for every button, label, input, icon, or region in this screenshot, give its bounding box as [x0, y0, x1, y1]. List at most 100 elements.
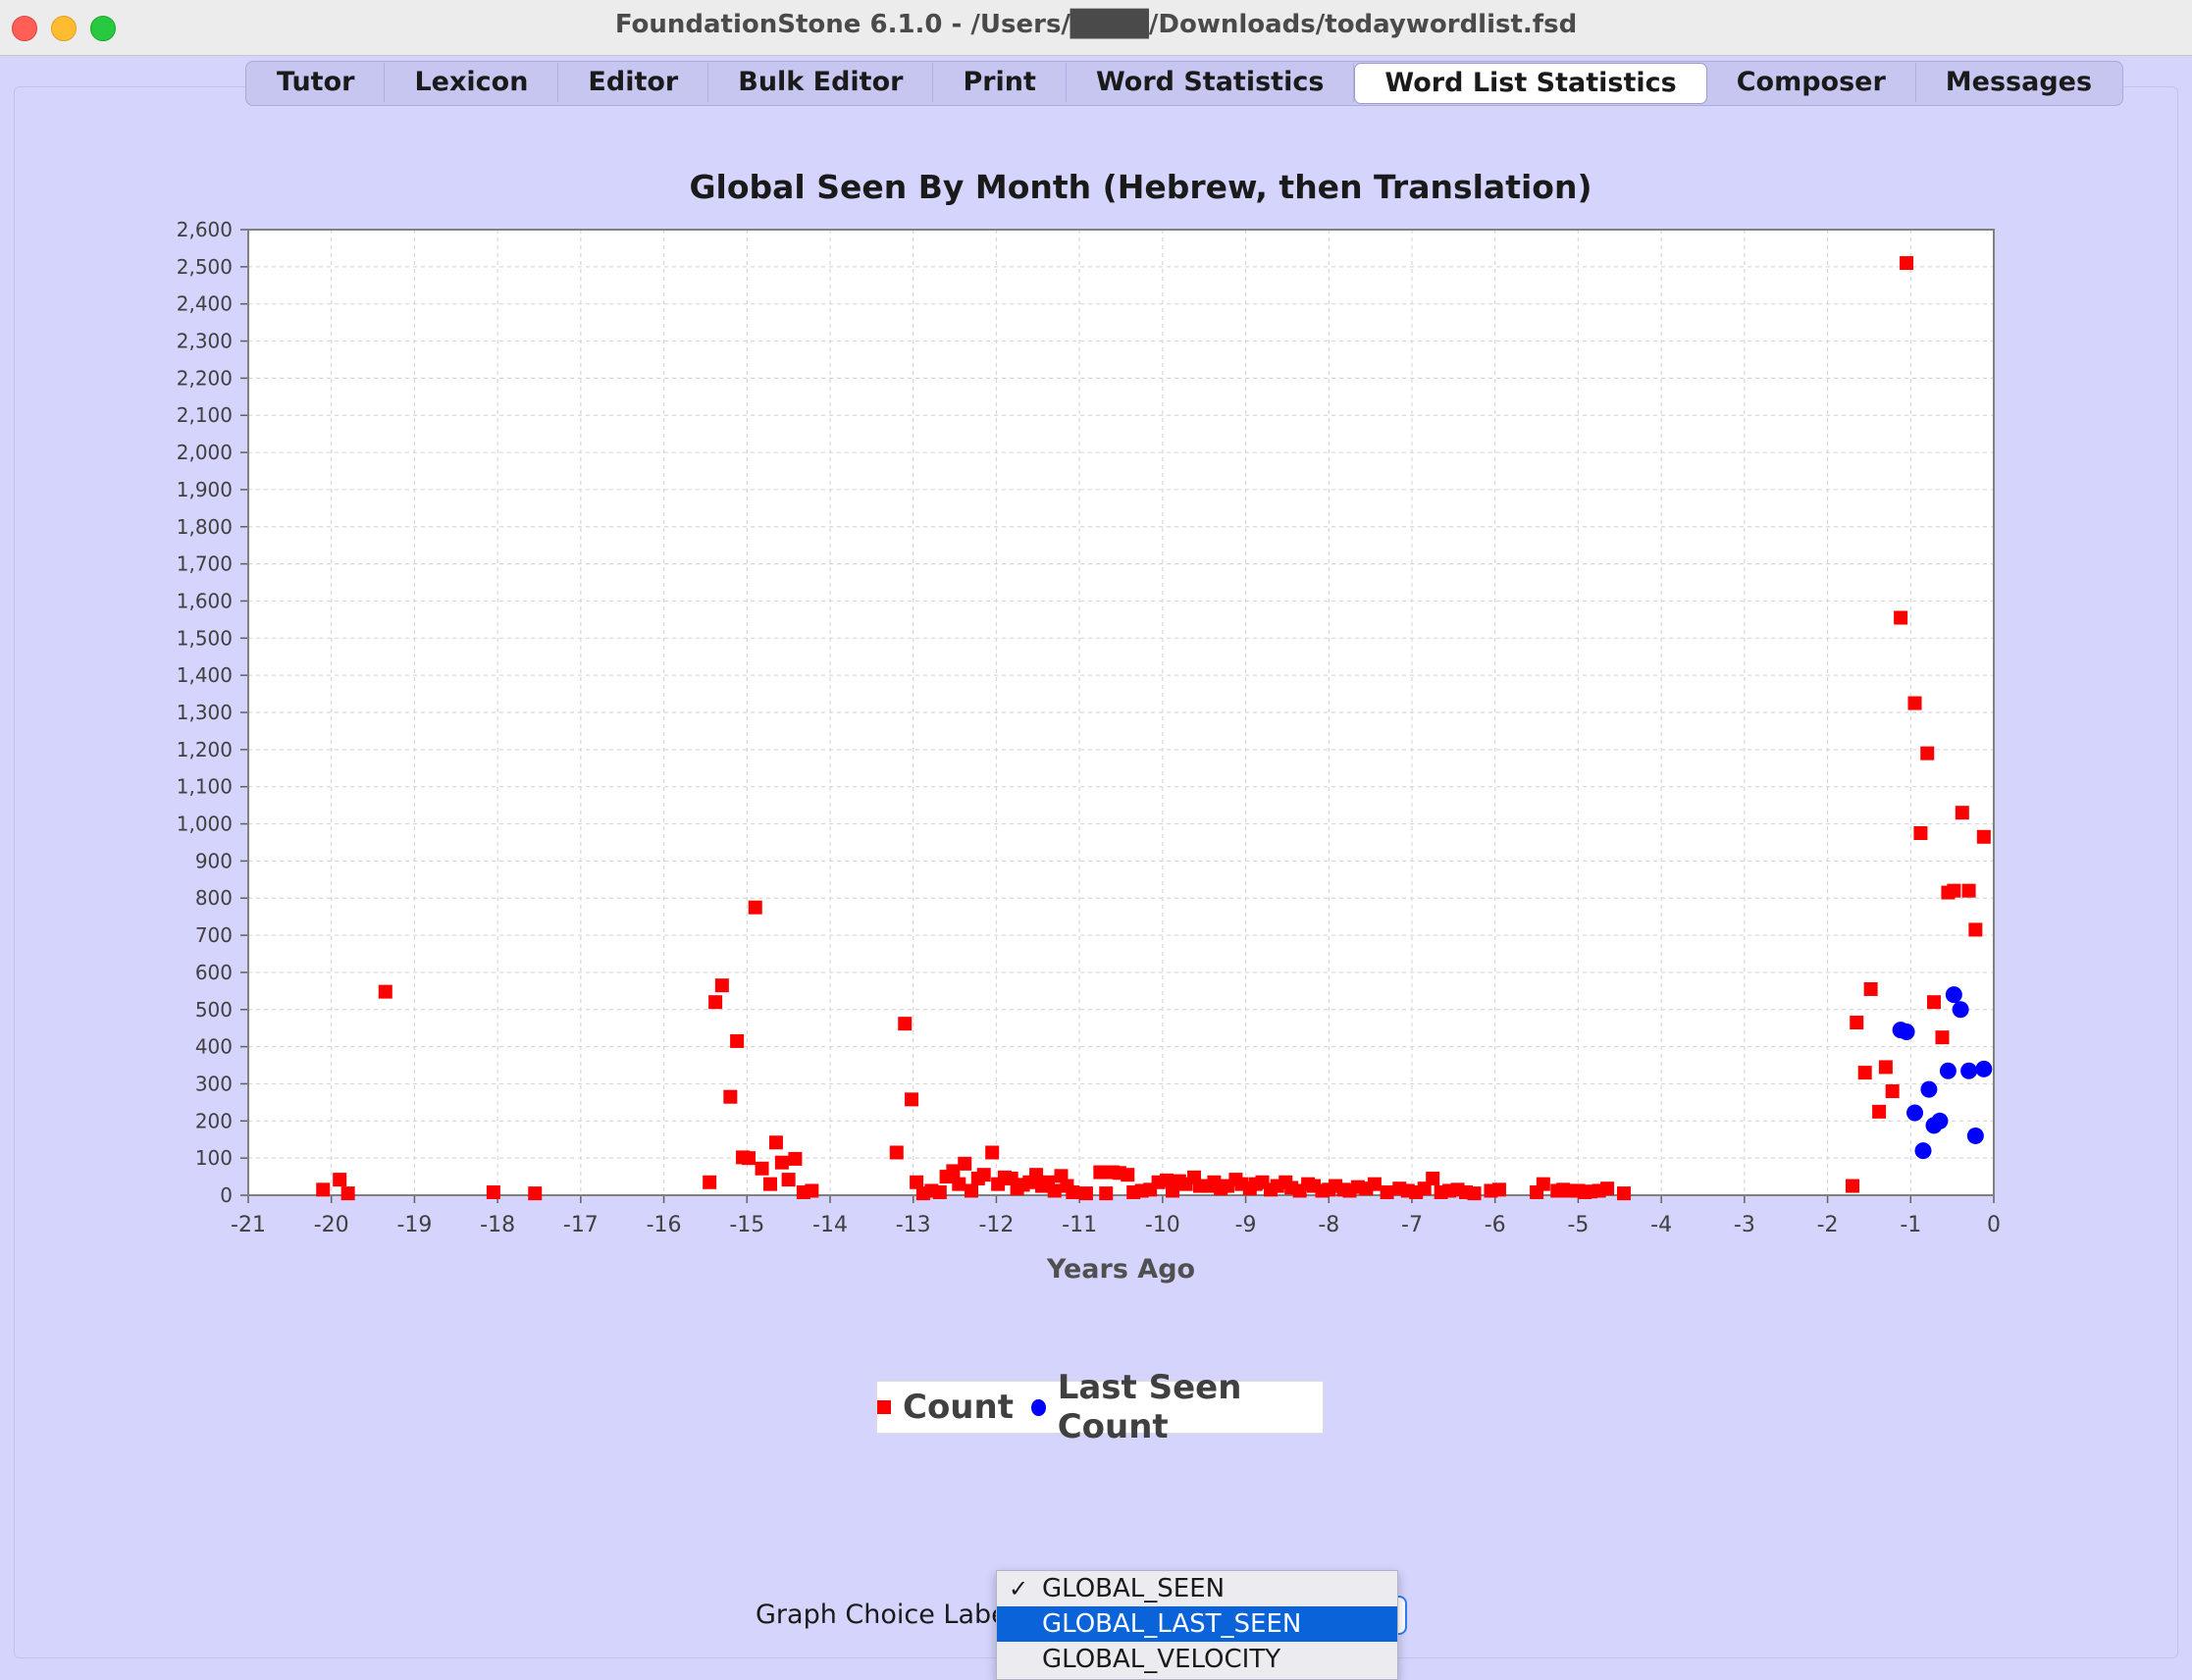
chart-legend: Count Last Seen Count [876, 1368, 1324, 1446]
legend-square-marker [877, 1400, 891, 1414]
data-point-last-seen-count [1952, 1001, 1969, 1019]
data-point-count [1872, 1104, 1887, 1119]
data-point-count [1845, 1179, 1859, 1193]
data-point-count [1099, 1186, 1114, 1201]
data-point-last-seen-count [1960, 1062, 1978, 1079]
data-point-count [1913, 826, 1928, 840]
data-point-count [1976, 829, 1991, 844]
y-tick-label: 100 [195, 1146, 233, 1170]
data-point-count [714, 978, 729, 993]
data-point-count [703, 1175, 717, 1189]
close-window-button[interactable] [12, 16, 37, 41]
data-point-count [1894, 610, 1908, 625]
y-tick-label: 2,500 [177, 255, 233, 279]
data-point-count [774, 1155, 789, 1170]
y-tick-label: 1,500 [177, 626, 233, 650]
title-bar: FoundationStone 6.1.0 - /Users/████/Down… [0, 0, 2192, 56]
y-tick-label: 200 [195, 1109, 233, 1132]
y-tick-label: 1,700 [177, 552, 233, 576]
data-point-count [1850, 1016, 1864, 1030]
data-point-count [1093, 1165, 1108, 1180]
data-point-count [1617, 1186, 1632, 1201]
tab-content-panel: Global Seen By Month (Hebrew, then Trans… [14, 86, 2178, 1658]
tab-tutor[interactable]: Tutor [247, 63, 386, 102]
data-point-count [1927, 995, 1942, 1010]
data-point-count [1935, 1030, 1950, 1045]
tab-bulk-editor[interactable]: Bulk Editor [708, 63, 934, 102]
x-tick-label: -20 [314, 1213, 349, 1237]
data-point-count [1426, 1171, 1440, 1185]
y-tick-label: 2,100 [177, 403, 233, 427]
legend-label-last-seen: Last Seen Count [1057, 1368, 1242, 1446]
option-label: GLOBAL_SEEN [1042, 1574, 1226, 1603]
x-tick-label: -15 [729, 1213, 764, 1237]
x-tick-label: -5 [1567, 1213, 1589, 1237]
x-tick-label: -17 [563, 1213, 599, 1237]
data-point-count [910, 1175, 924, 1189]
option-global-last-seen[interactable]: GLOBAL_LAST_SEEN [997, 1606, 1397, 1642]
tab-composer[interactable]: Composer [1707, 63, 1916, 102]
plot-frame [247, 229, 1995, 1196]
data-point-last-seen-count [1931, 1112, 1949, 1129]
data-point-count [788, 1151, 803, 1166]
x-tick-label: -18 [480, 1213, 515, 1237]
data-point-count [1467, 1186, 1482, 1201]
data-point-count [898, 1017, 913, 1031]
data-point-count [763, 1177, 778, 1191]
data-point-count [741, 1151, 756, 1166]
data-point-count [1920, 746, 1935, 761]
x-tick-label: -2 [1817, 1213, 1839, 1237]
check-icon: ✓ [1009, 1575, 1029, 1602]
zoom-window-button[interactable] [90, 16, 116, 41]
data-point-count [486, 1184, 500, 1199]
data-point-count [1066, 1184, 1080, 1199]
x-tick-label: -16 [647, 1213, 682, 1237]
graph-choice-dropdown: ✓ GLOBAL_SEEN GLOBAL_LAST_SEEN GLOBAL_VE… [996, 1570, 1398, 1680]
data-point-count [708, 995, 723, 1010]
y-tick-label: 400 [195, 1035, 233, 1059]
data-point-count [1367, 1177, 1382, 1191]
y-tick-label: 2,400 [177, 292, 233, 316]
data-point-count [1878, 1060, 1893, 1075]
y-tick-label: 1,100 [177, 775, 233, 799]
tab-messages[interactable]: Messages [1945, 67, 2093, 97]
minimize-window-button[interactable] [51, 16, 77, 41]
data-point-last-seen-count [1914, 1142, 1932, 1160]
y-tick-label: 2,000 [177, 441, 233, 464]
x-tick-label: -10 [1145, 1213, 1180, 1237]
x-tick-label: 0 [1987, 1213, 2001, 1237]
option-global-seen[interactable]: ✓ GLOBAL_SEEN [997, 1571, 1397, 1606]
data-point-count [378, 984, 392, 999]
tab-print[interactable]: Print [933, 63, 1067, 102]
x-tick-label: -21 [231, 1213, 266, 1237]
x-tick-label: -7 [1401, 1213, 1423, 1237]
y-tick-label: 1,900 [177, 478, 233, 501]
y-tick-label: 2,600 [177, 218, 233, 241]
data-point-count [1907, 696, 1922, 710]
y-tick-label: 800 [195, 886, 233, 910]
data-point-count [958, 1156, 972, 1171]
scatter-chart: Global Seen By Month (Hebrew, then Trans… [177, 168, 2001, 1285]
data-point-count [1380, 1184, 1394, 1199]
tab-word-statistics[interactable]: Word Statistics [1067, 63, 1355, 102]
y-tick-label: 1,200 [177, 738, 233, 761]
data-point-last-seen-count [1939, 1062, 1957, 1079]
data-point-last-seen-count [1966, 1127, 1984, 1144]
tab-lexicon[interactable]: Lexicon [385, 63, 559, 102]
option-global-velocity[interactable]: GLOBAL_VELOCITY [997, 1642, 1397, 1677]
x-tick-label: -3 [1734, 1213, 1755, 1237]
tab-editor[interactable]: Editor [558, 63, 709, 102]
y-tick-label: 500 [195, 998, 233, 1022]
y-tick-label: 1,000 [177, 813, 233, 836]
data-point-count [333, 1173, 347, 1187]
data-point-count [905, 1092, 919, 1107]
data-point-count [528, 1186, 543, 1201]
data-point-count [932, 1184, 947, 1199]
tab-word-list-statistics[interactable]: Word List Statistics [1354, 63, 1707, 104]
graph-choice-label: Graph Choice Label: [756, 1600, 1024, 1630]
data-point-count [730, 1033, 745, 1048]
y-tick-label: 900 [195, 849, 233, 872]
x-tick-label: -8 [1318, 1213, 1339, 1237]
data-point-count [1961, 883, 1976, 898]
